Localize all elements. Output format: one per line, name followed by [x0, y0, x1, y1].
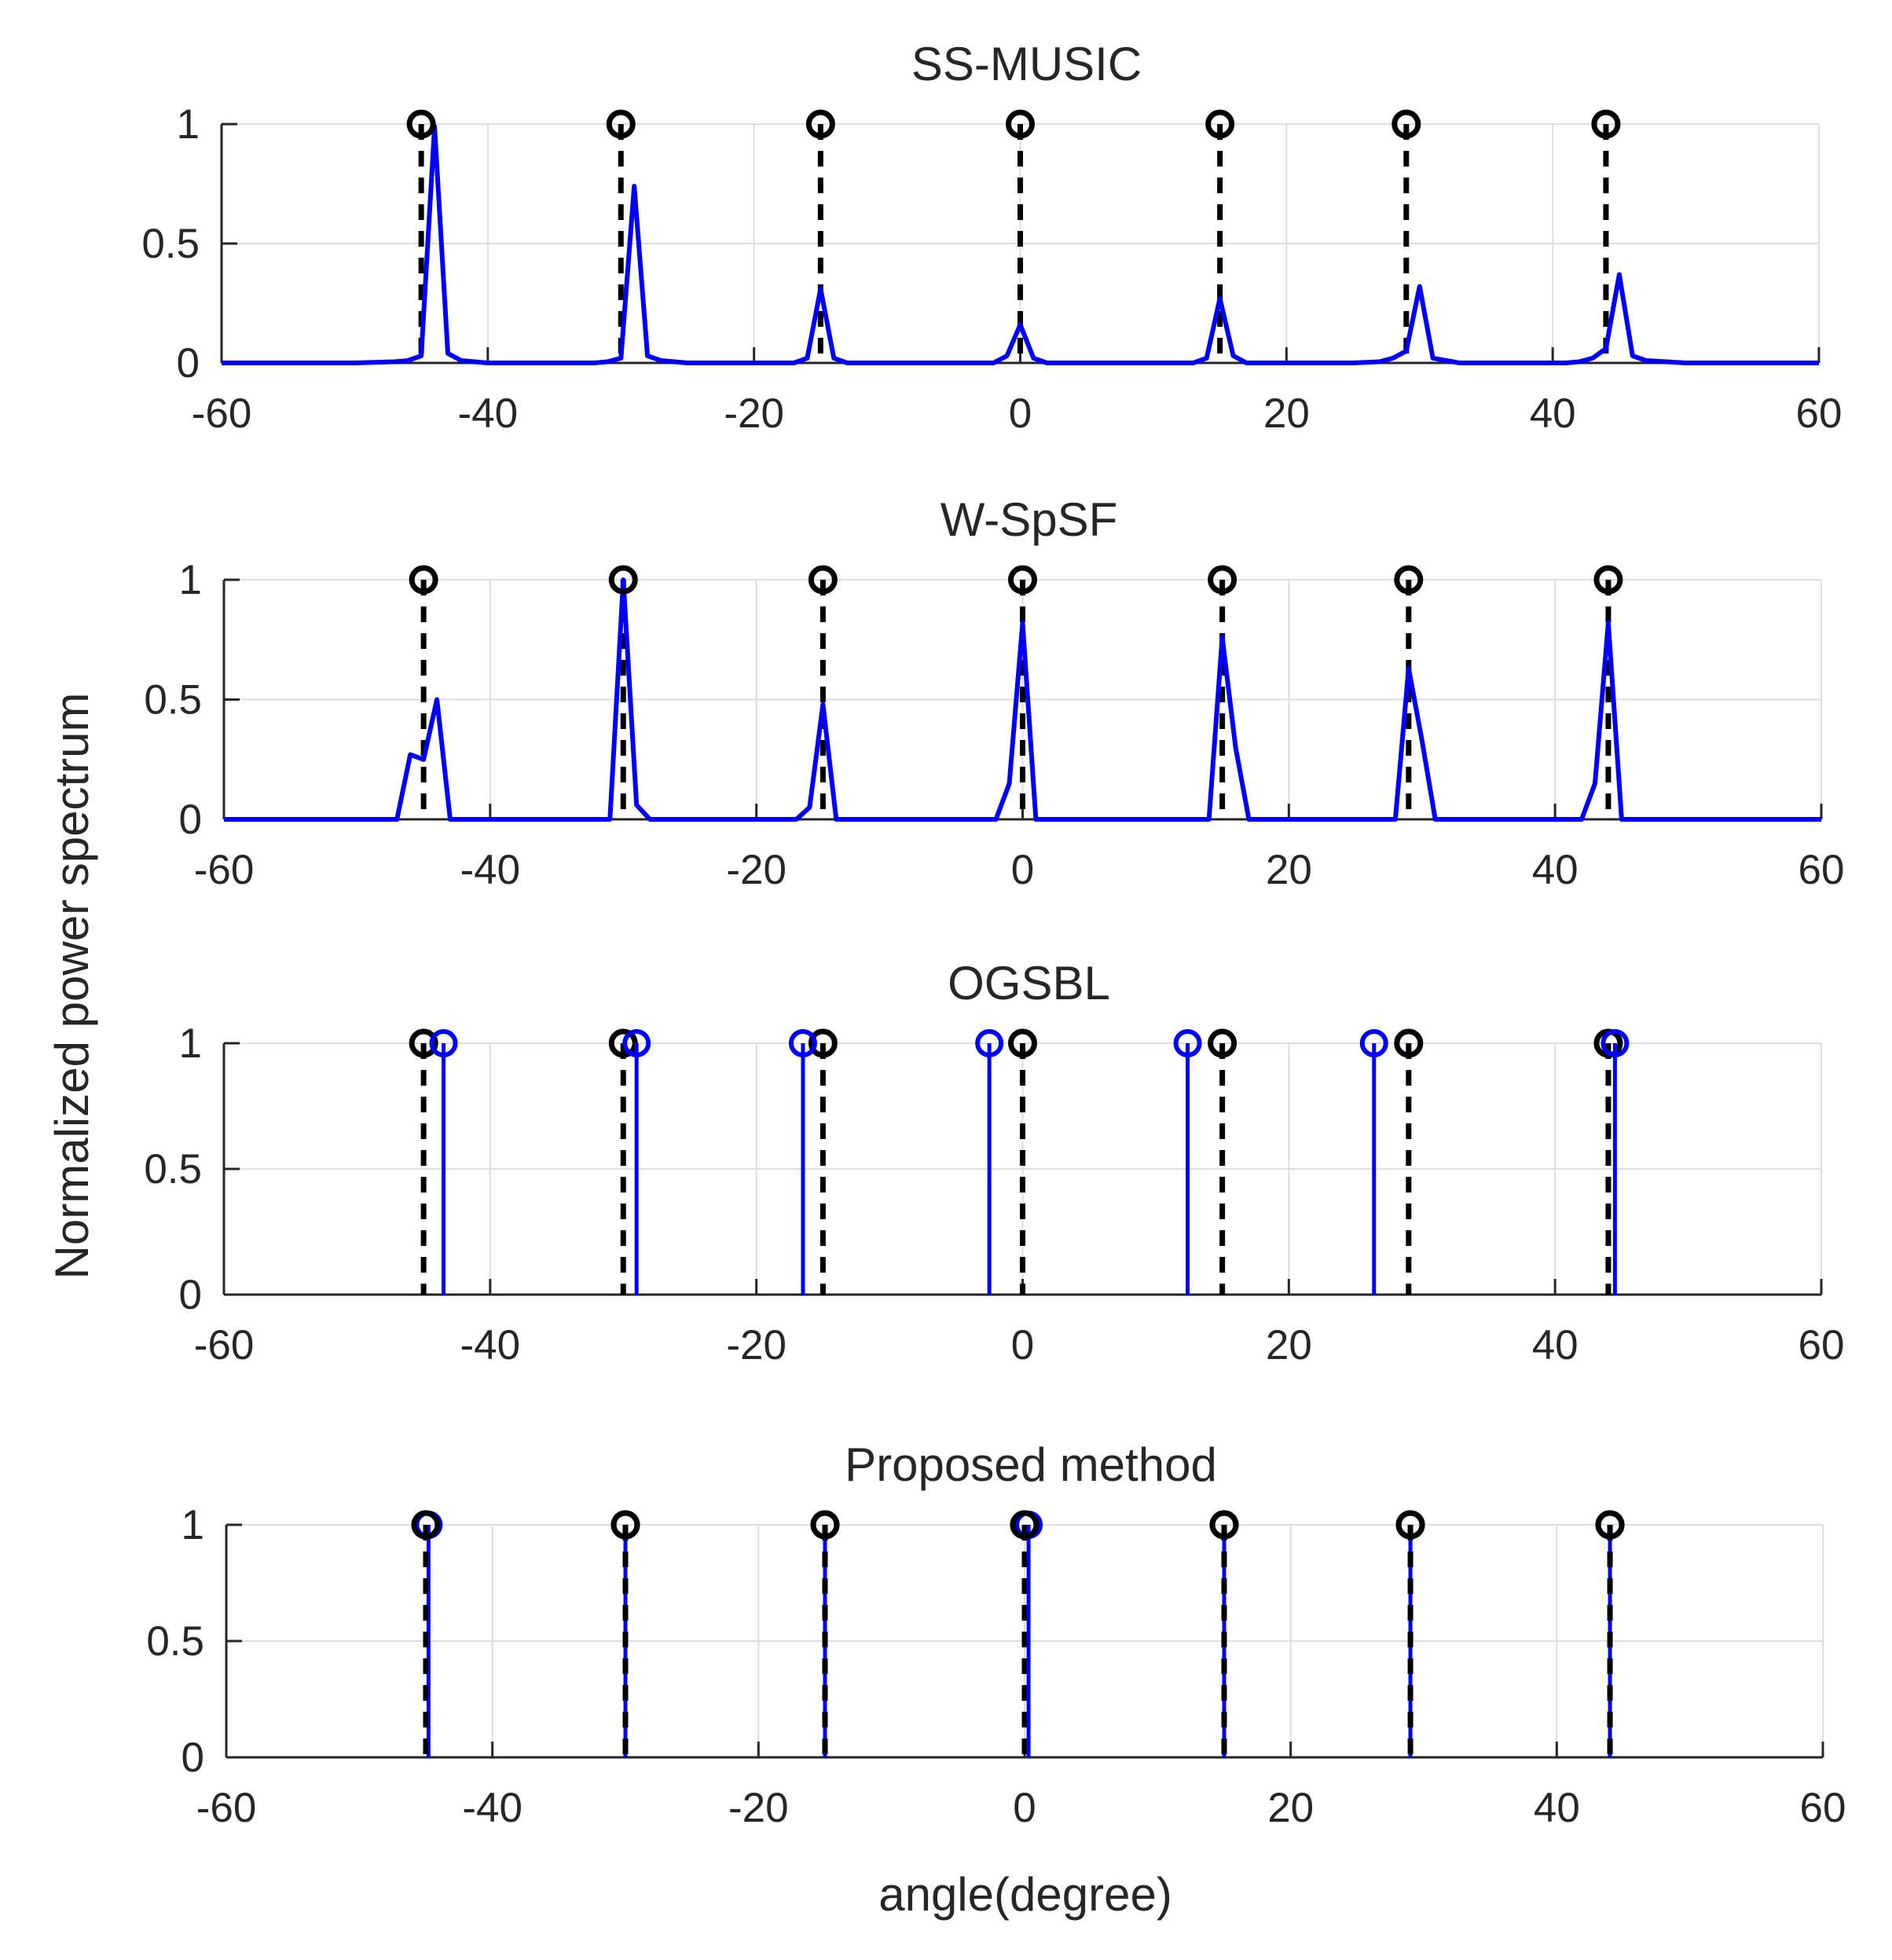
true-doa-marker-overlay — [610, 1510, 640, 1540]
x-tick-label: 20 — [1266, 1322, 1312, 1368]
subplot-1: -60 -40 -20 0 20 40 60 0 0.5 1 SS-MUSIC — [141, 38, 1842, 437]
x-tick-label: -40 — [460, 1322, 521, 1368]
x-tick-label: 20 — [1263, 390, 1310, 437]
y-tick-label: 1 — [179, 1020, 202, 1067]
x-tick-label: -20 — [724, 390, 784, 437]
subplot-title: Proposed method — [845, 1438, 1217, 1491]
subplot-title: OGSBL — [948, 957, 1110, 1009]
subplot-title: W-SpSF — [940, 493, 1118, 546]
x-tick-label: -60 — [196, 1785, 257, 1831]
x-tick-label: 40 — [1532, 847, 1578, 893]
x-tick-label: 60 — [1798, 1322, 1845, 1368]
y-tick-label: 0 — [182, 1735, 204, 1781]
x-tick-label: 0 — [1011, 1322, 1034, 1368]
x-tick-label: -60 — [194, 1322, 255, 1368]
x-tick-label: 0 — [1011, 847, 1034, 893]
x-tick-label: -20 — [726, 1322, 786, 1368]
y-tick-label: 0 — [177, 340, 200, 387]
estimate-marker — [975, 1029, 1004, 1057]
y-tick-label: 0.5 — [144, 1146, 202, 1192]
x-tick-label: -40 — [460, 847, 521, 893]
y-tick-label: 0.5 — [144, 677, 202, 724]
true-doa-marker — [808, 565, 838, 595]
estimate-marker — [429, 1029, 458, 1057]
true-doa-marker — [608, 565, 638, 595]
true-doa-marker — [808, 1028, 838, 1058]
x-tick-label: 40 — [1534, 1785, 1580, 1831]
estimate-marker — [1173, 1029, 1202, 1057]
true-doa-marker — [406, 109, 436, 139]
true-doa-marker — [1392, 109, 1421, 139]
estimate-marker — [1600, 1029, 1630, 1057]
true-doa-marker — [1394, 565, 1424, 595]
true-doa-marker — [1394, 1028, 1424, 1058]
x-tick-label: -60 — [192, 390, 252, 437]
y-tick-label: 1 — [177, 101, 200, 148]
true-doa-marker — [1006, 109, 1035, 139]
true-doa-marker-overlay — [810, 1510, 840, 1540]
x-tick-label: 40 — [1532, 1322, 1578, 1368]
true-doa-marker-overlay — [1595, 1510, 1625, 1540]
x-tick-label: -40 — [462, 1785, 522, 1831]
x-tick-label: 60 — [1800, 1785, 1846, 1831]
x-tick-label: -60 — [194, 847, 255, 893]
x-tick-label: -20 — [726, 847, 786, 893]
x-tick-label: 40 — [1530, 390, 1576, 437]
x-tick-label: -40 — [458, 390, 519, 437]
true-doa-marker — [1208, 1028, 1238, 1058]
true-doa-marker — [606, 109, 636, 139]
estimate-marker — [788, 1029, 817, 1057]
x-axis-label: angle(degree) — [878, 1868, 1172, 1921]
true-doa-marker-overlay — [1209, 1510, 1239, 1540]
estimate-marker — [622, 1029, 651, 1057]
spectrum-line — [222, 124, 1819, 365]
x-tick-label: 0 — [1013, 1785, 1036, 1831]
true-doa-marker-overlay — [411, 1510, 441, 1540]
x-tick-label: 60 — [1796, 390, 1842, 437]
true-doa-marker — [1008, 565, 1037, 595]
subplot-4: -60 -40 -20 0 20 40 60 0 0.5 1 Proposed method — [146, 1438, 1846, 1831]
estimate-marker — [1359, 1029, 1388, 1057]
y-tick-label: 0 — [179, 1272, 202, 1318]
subplots: -60 -40 -20 0 20 40 60 0 0.5 1 SS-MUSIC -60 -40 -20 0 2… — [141, 38, 1846, 1831]
subplot-2: -60 -40 -20 0 20 40 60 0 0.5 1 W-SpSF — [144, 493, 1844, 893]
true-doa-marker — [805, 109, 835, 139]
true-doa-marker — [1205, 109, 1235, 139]
x-tick-label: 20 — [1266, 847, 1312, 893]
true-doa-marker — [1208, 565, 1238, 595]
x-tick-label: 60 — [1798, 847, 1845, 893]
true-doa-marker — [409, 1028, 438, 1058]
y-tick-label: 0.5 — [146, 1618, 204, 1665]
x-tick-label: 0 — [1009, 390, 1032, 437]
true-doa-marker — [409, 565, 438, 595]
subplot-title: SS-MUSIC — [911, 38, 1142, 90]
y-tick-label: 1 — [179, 557, 202, 603]
spectrum-line — [224, 577, 1821, 822]
subplot-3: -60 -40 -20 0 20 40 60 0 0.5 1 OGSBL — [144, 957, 1844, 1368]
true-doa-marker — [1593, 565, 1623, 595]
true-doa-marker-overlay — [1010, 1510, 1040, 1540]
y-tick-label: 0.5 — [141, 221, 200, 267]
x-tick-label: -20 — [728, 1785, 789, 1831]
true-doa-marker — [1591, 109, 1621, 139]
y-tick-label: 1 — [182, 1502, 204, 1548]
true-doa-marker — [1008, 1028, 1037, 1058]
y-tick-label: 0 — [179, 797, 202, 843]
y-axis-label: Normalized power spectrum — [46, 693, 98, 1280]
x-tick-label: 20 — [1267, 1785, 1314, 1831]
true-doa-marker-overlay — [1395, 1510, 1425, 1540]
